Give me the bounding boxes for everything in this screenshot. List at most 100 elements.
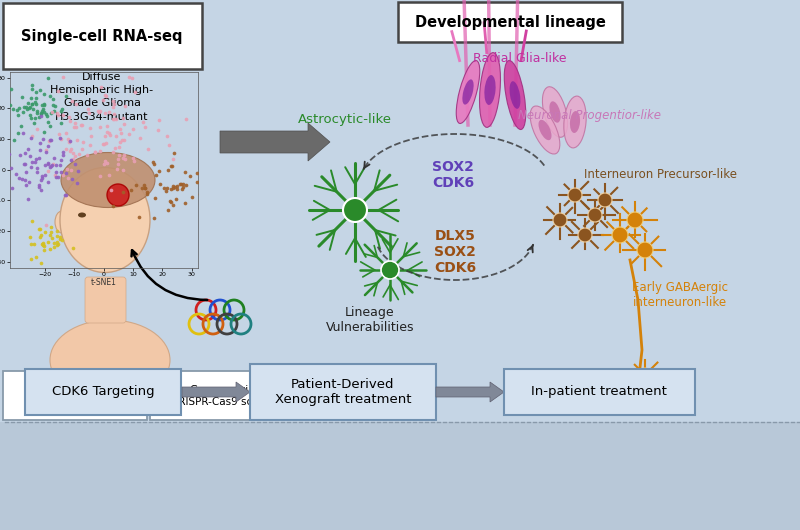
Point [22, 145, 35, 153]
Point [42, 160, 54, 168]
Point [106, 103, 119, 112]
Point [117, 113, 130, 122]
Point [138, 181, 150, 189]
Point [54, 107, 67, 115]
Point [177, 183, 190, 191]
Point [49, 171, 62, 180]
Point [137, 118, 150, 126]
Point [94, 107, 106, 115]
Point [170, 181, 183, 190]
Point [162, 206, 174, 215]
FancyBboxPatch shape [250, 364, 436, 420]
Point [110, 132, 122, 140]
Circle shape [343, 198, 367, 222]
Point [30, 100, 42, 108]
Point [14, 122, 27, 130]
Point [68, 152, 81, 160]
Point [28, 114, 41, 122]
Circle shape [638, 368, 652, 382]
Point [113, 142, 126, 151]
Point [2, 180, 14, 189]
Point [134, 134, 146, 142]
Point [43, 163, 56, 172]
Point [163, 197, 176, 205]
Point [35, 107, 48, 116]
Bar [0, 422, 800, 530]
Point [19, 103, 32, 111]
Point [28, 98, 41, 107]
Text: Interneuron Precursor-like: Interneuron Precursor-like [583, 169, 737, 181]
Point [98, 109, 111, 117]
Point [36, 174, 49, 182]
Point [37, 240, 50, 248]
Text: Astrocytic-like: Astrocytic-like [298, 113, 392, 127]
Circle shape [568, 188, 582, 202]
Point [52, 240, 65, 248]
Point [107, 115, 120, 123]
Point [68, 119, 81, 127]
Point [23, 233, 36, 242]
Point [98, 91, 111, 100]
Point [190, 178, 203, 187]
Text: Single-cell RNA-seq: Single-cell RNA-seq [22, 29, 182, 43]
Point [16, 93, 29, 101]
Point [203, 188, 216, 196]
Point [62, 173, 74, 182]
Point [66, 154, 79, 163]
Point [57, 171, 70, 179]
Point [54, 134, 66, 142]
Point [51, 110, 64, 119]
Point [141, 188, 154, 196]
FancyArrow shape [220, 123, 330, 161]
Point [65, 145, 78, 154]
Point [62, 135, 74, 143]
Point [57, 148, 70, 156]
Point [38, 171, 51, 179]
Point [119, 101, 132, 110]
X-axis label: t-SNE1: t-SNE1 [90, 278, 117, 287]
Point [98, 157, 111, 166]
Point [57, 151, 70, 160]
Point [34, 186, 47, 194]
Point [162, 141, 175, 149]
Point [174, 179, 187, 188]
Ellipse shape [50, 320, 170, 400]
Point [36, 101, 49, 109]
Point [28, 158, 41, 166]
Point [148, 160, 161, 169]
Point [122, 73, 135, 81]
Point [166, 183, 179, 192]
Point [30, 107, 43, 115]
Point [47, 95, 60, 103]
Point [5, 85, 18, 93]
Point [31, 108, 44, 117]
Point [25, 114, 38, 122]
Point [34, 233, 46, 241]
Point [43, 121, 56, 130]
FancyBboxPatch shape [398, 2, 622, 42]
Point [23, 152, 36, 160]
Point [40, 110, 53, 118]
Point [48, 102, 61, 110]
Point [174, 180, 186, 188]
Point [38, 90, 50, 99]
Point [98, 139, 110, 148]
Circle shape [608, 383, 622, 397]
Point [50, 161, 62, 169]
Point [96, 140, 109, 149]
Point [101, 158, 114, 167]
Point [107, 201, 120, 210]
Point [50, 240, 63, 249]
Point [30, 253, 43, 261]
Ellipse shape [484, 75, 496, 105]
Text: Adolescents and
Young Adults: Adolescents and Young Adults [32, 385, 118, 407]
Point [54, 161, 66, 170]
Point [22, 195, 35, 203]
Point [110, 165, 123, 173]
Point [39, 221, 52, 229]
Ellipse shape [55, 211, 69, 233]
Point [102, 108, 115, 117]
Point [43, 245, 56, 253]
Point [14, 151, 26, 159]
Point [138, 184, 151, 192]
